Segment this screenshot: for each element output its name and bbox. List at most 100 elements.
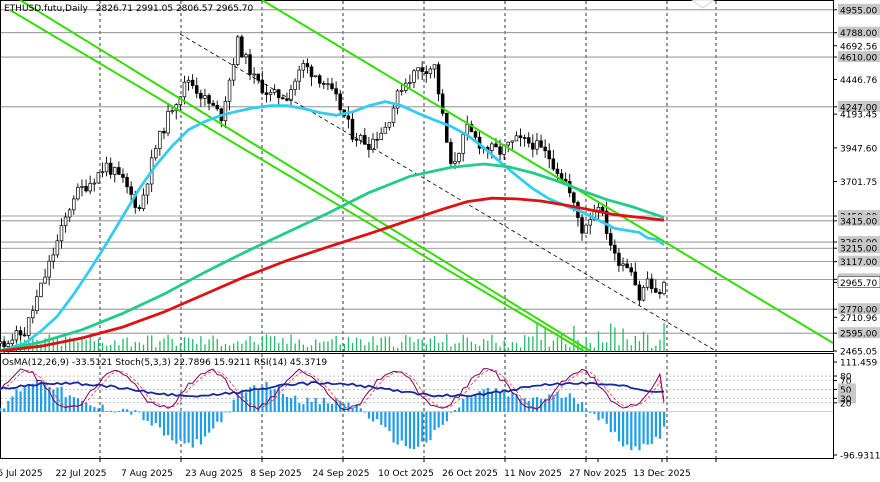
osma-bar (597, 411, 600, 421)
osma-bar (347, 402, 350, 412)
volume-bar (269, 336, 272, 351)
trend-line-dashed (179, 33, 717, 352)
volume-bar (323, 341, 325, 351)
volume-bar (81, 336, 83, 351)
osma-bar (568, 393, 571, 412)
candle-body (498, 146, 502, 155)
osma-bar (335, 398, 338, 412)
osma-bar (64, 397, 67, 412)
candle-body (313, 75, 318, 78)
osma-bar (388, 411, 391, 432)
volume-bar (294, 343, 296, 351)
volume-bar (89, 336, 91, 351)
osma-bar (7, 400, 10, 412)
volume-bar (64, 336, 67, 351)
candle-body (289, 89, 293, 101)
candle-body (309, 66, 314, 78)
osma-bar (11, 396, 14, 412)
volume-bar (581, 345, 583, 351)
candle-body (14, 330, 19, 341)
osma-bar (417, 411, 420, 447)
osma-bar (171, 411, 174, 441)
volume-bar (130, 346, 132, 351)
indicator-tick-label: 70 (840, 377, 852, 387)
price-tick-label: 2465.05 (840, 348, 877, 358)
osma-bar (433, 411, 436, 430)
candle-body (186, 79, 191, 83)
volume-bar (380, 337, 382, 351)
osma-bar (257, 390, 260, 412)
volume-bar (216, 338, 218, 351)
osma-bar (449, 411, 453, 413)
osma-bar (593, 411, 596, 415)
price-tick-label: 3947.60 (840, 144, 877, 154)
candle-body (301, 63, 306, 71)
volume-bar (466, 337, 468, 351)
volume-bar (626, 339, 628, 351)
osma-bar (507, 396, 510, 412)
candle-body (588, 219, 592, 226)
candle-body (621, 263, 625, 266)
price-level-tag (838, 303, 880, 315)
osma-bar (482, 389, 485, 412)
osma-bar (531, 397, 535, 412)
price-level-tag (838, 327, 880, 339)
time-axis: 6 Jul 2025 22 Jul 2025 7 Aug 2025 23 Aug 20… (0, 458, 717, 479)
volume-bar (360, 339, 362, 351)
osma-bar (371, 411, 375, 422)
volume-bar (519, 347, 522, 351)
price-level-tag (838, 26, 880, 38)
volume-bar (560, 333, 563, 351)
osma-bar (601, 411, 604, 419)
osma-bar (19, 391, 22, 412)
osma-bar (548, 394, 551, 412)
price-level-tag (838, 51, 880, 63)
candle-body (617, 252, 621, 266)
osma-bar (302, 404, 305, 412)
candle-body (231, 64, 236, 81)
volume-bar (183, 337, 186, 351)
volume-bar (163, 338, 165, 351)
volume-bar (491, 334, 493, 351)
osma-bar (232, 399, 235, 412)
osma-bar (142, 411, 145, 421)
osma-bar (626, 411, 629, 445)
candle-body (121, 173, 125, 178)
volume-bar (577, 339, 579, 351)
osma-bar (105, 410, 108, 412)
osma-bar (146, 411, 149, 422)
candle-body (354, 138, 359, 141)
osma-bar (208, 411, 211, 433)
volume-bar (478, 345, 481, 351)
candle-body (473, 131, 478, 138)
osma-bar (191, 411, 194, 448)
candle-body (445, 112, 449, 143)
osma-bar (298, 403, 301, 412)
osma-bar (634, 411, 637, 447)
osma-bar (515, 393, 518, 412)
candle-body (367, 143, 371, 150)
osma-bar (56, 387, 59, 412)
osma-bar (48, 387, 51, 412)
candle-body (584, 224, 588, 234)
volume-bar (446, 334, 448, 351)
candle-body (416, 67, 420, 72)
chart-ohlc: 2826.71 2991.05 2806.57 2965.70 (96, 4, 254, 14)
price-tick-label: 3701.75 (840, 178, 877, 188)
volume-bar (85, 339, 87, 351)
volume-bar (167, 334, 169, 351)
osma-bar (314, 397, 317, 412)
volume-bar (179, 343, 182, 351)
osma-bar (441, 411, 444, 425)
volume-bar (93, 341, 95, 351)
candle-body (203, 95, 207, 99)
osma-bar (290, 398, 293, 412)
candle-body (633, 271, 638, 286)
candle-body (162, 130, 166, 134)
candle-body (194, 85, 199, 94)
time-tick-label: 24 Sep 2025 (312, 469, 369, 479)
osma-bar (622, 411, 625, 447)
osma-bar (458, 407, 461, 412)
indicator-tick-label: 30 (840, 395, 852, 405)
candle-body (108, 162, 113, 175)
